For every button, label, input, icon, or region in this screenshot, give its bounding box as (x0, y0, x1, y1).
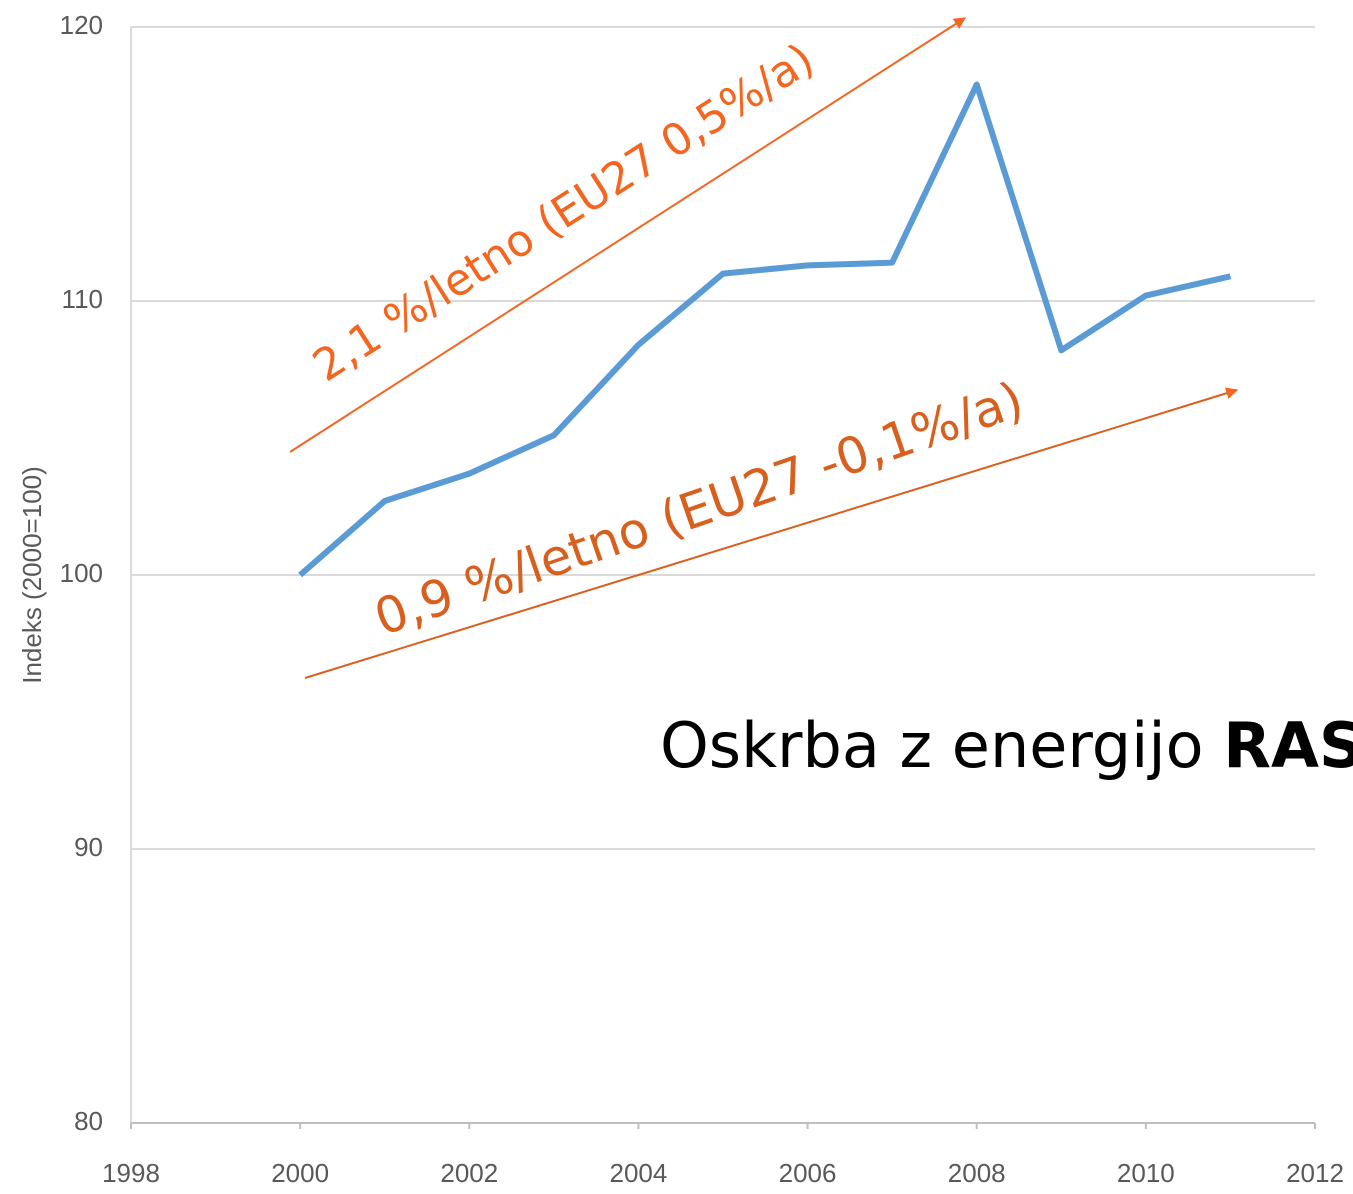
trend-arrow (289, 17, 967, 453)
x-tick-label: 2006 (779, 1158, 837, 1188)
x-tick-label: 2012 (1286, 1158, 1344, 1188)
trend-label: 2,1 %/letno (EU27 0,5%/a) (304, 34, 823, 392)
caption-bold: RAS (1223, 709, 1353, 782)
trend-arrow (304, 387, 1239, 679)
x-tick-label: 2000 (271, 1158, 329, 1188)
y-tick-label: 80 (74, 1106, 103, 1136)
caption-text: Oskrba z energijo (660, 709, 1204, 782)
caption: Oskrba z energijo RAS (660, 709, 1353, 782)
x-tick-label: 1998 (102, 1158, 160, 1188)
y-axis-label: Indeks (2000=100) (17, 466, 47, 684)
x-tick-label: 2004 (610, 1158, 668, 1188)
x-tick-label: 2002 (440, 1158, 498, 1188)
data-line (298, 81, 1232, 578)
trend-label: 0,9 %/letno (EU27 -0,1%/a) (367, 370, 1030, 647)
y-tick-label: 120 (60, 10, 103, 40)
x-tick-label: 2008 (948, 1158, 1006, 1188)
y-tick-label: 110 (62, 284, 103, 314)
y-tick-label: 90 (74, 832, 103, 862)
x-tick-label: 2010 (1117, 1158, 1175, 1188)
y-tick-label: 100 (60, 558, 103, 588)
